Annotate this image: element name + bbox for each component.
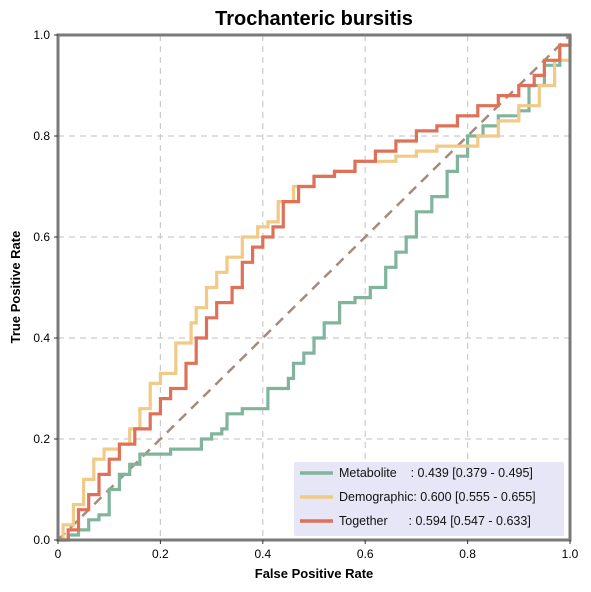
- y-tick-label: 1.0: [33, 28, 50, 42]
- legend-auc-demographic: : 0.600 [0.555 - 0.655]: [413, 490, 535, 504]
- legend-series-name-metabolite: Metabolite: [339, 466, 397, 480]
- x-tick-label: 0.8: [459, 547, 476, 561]
- plot-frame: [56, 33, 572, 542]
- legend: Metabolite : 0.439 [0.379 - 0.495] Demog…: [294, 462, 564, 536]
- legend-label-together: Together : 0.594 [0.547 - 0.633]: [339, 514, 531, 528]
- legend-auc-together: : 0.594 [0.547 - 0.633]: [388, 514, 531, 528]
- legend-series-name-together: Together: [339, 514, 388, 528]
- y-tick-label: 0.0: [33, 533, 50, 547]
- x-tick-label: 0.2: [152, 547, 169, 561]
- chance-diagonal-line: [57, 34, 571, 541]
- chart-title: Trochanteric bursitis: [215, 8, 413, 30]
- y-axis-title: True Positive Rate: [8, 231, 23, 344]
- legend-series-name-demographic: Demographic: [339, 490, 413, 504]
- roc-curve-together: [58, 35, 572, 542]
- y-tick-label: 0.2: [33, 432, 50, 446]
- x-tick-label: 0.6: [357, 547, 374, 561]
- y-tick-label: 0.6: [33, 230, 50, 244]
- legend-label-metabolite: Metabolite : 0.439 [0.379 - 0.495]: [339, 466, 533, 480]
- roc-curves: [58, 35, 572, 542]
- x-tick-label: 1.0: [562, 547, 579, 561]
- y-tick-label: 0.4: [33, 331, 50, 345]
- legend-label-demographic: Demographic: 0.600 [0.555 - 0.655]: [339, 490, 536, 504]
- legend-box: [294, 462, 564, 536]
- axis-ticks: 0 0.2 0.4 0.6 0.8 1.0 0.0 0.2 0.4 0.6 0.8 1.0: [33, 28, 578, 561]
- y-tick-label: 0.8: [33, 129, 50, 143]
- x-tick-label: 0.4: [254, 547, 271, 561]
- x-axis-title: False Positive Rate: [255, 566, 374, 581]
- x-tick-label: 0: [55, 547, 62, 561]
- legend-auc-metabolite: : 0.439 [0.379 - 0.495]: [397, 466, 533, 480]
